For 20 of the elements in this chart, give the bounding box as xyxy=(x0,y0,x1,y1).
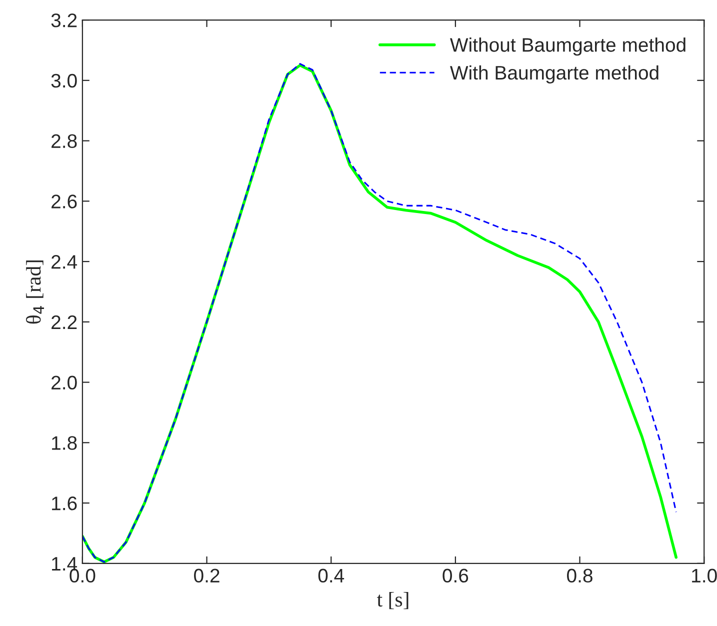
y-axis-title: θ$_{4}$ [rad] xyxy=(26,260,44,324)
x-tick-label: 0.6 xyxy=(442,568,468,583)
x-tick-label: 0.4 xyxy=(318,568,344,583)
x-axis-title: t [s] xyxy=(376,592,408,610)
y-tick-label: 1.4 xyxy=(52,557,78,570)
x-tick-label: 0.2 xyxy=(194,568,220,583)
legend-label: Without Baumgarte method xyxy=(450,38,686,56)
y-tick-label: 2.0 xyxy=(52,376,77,390)
x-tick-label: 0.0 xyxy=(70,568,96,583)
y-tick-label: 3.2 xyxy=(51,14,77,28)
y-tick-label: 2.2 xyxy=(52,315,77,329)
y-tick-label: 2.4 xyxy=(52,254,78,269)
legend-label: With Baumgarte method xyxy=(450,65,658,84)
y-tick-label: 1.6 xyxy=(52,496,77,510)
y-tick-label: 3.0 xyxy=(51,74,77,88)
x-tick-label: 1.0 xyxy=(692,568,717,583)
y-tick-label: 2.8 xyxy=(52,134,77,148)
y-tick-label: 2.6 xyxy=(52,194,77,208)
y-tick-label: 1.8 xyxy=(52,436,77,450)
x-tick-label: 0.8 xyxy=(567,568,592,583)
